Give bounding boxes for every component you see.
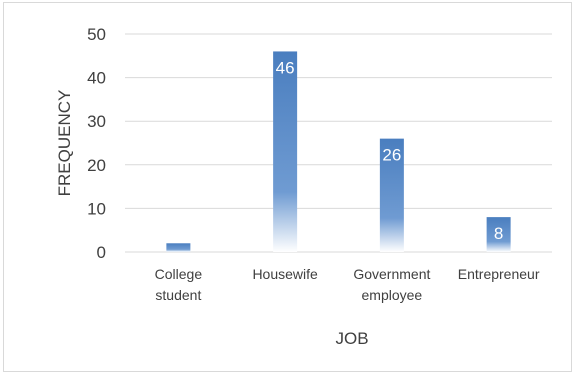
x-axis-categories: College student Housewife Government employe… xyxy=(155,266,540,303)
y-axis-title: FREQUENCY xyxy=(55,90,74,197)
bar xyxy=(273,51,298,252)
bar xyxy=(166,243,191,252)
x-tick-label: student xyxy=(155,287,201,303)
data-label: 26 xyxy=(382,146,401,165)
gridlines xyxy=(125,33,552,253)
x-tick-label: College xyxy=(155,266,203,282)
x-tick-label: Entrepreneur xyxy=(458,266,540,282)
y-tick-label: 20 xyxy=(87,156,106,175)
y-tick-label: 50 xyxy=(87,25,106,44)
data-label: 8 xyxy=(494,224,503,243)
y-tick-label: 10 xyxy=(87,199,106,218)
data-label: 46 xyxy=(276,58,295,77)
y-tick-label: 40 xyxy=(87,69,106,88)
x-tick-label: Housewife xyxy=(252,266,318,282)
x-tick-label: employee xyxy=(362,287,423,303)
bar xyxy=(486,217,511,252)
x-axis-title: JOB xyxy=(335,329,368,348)
x-tick-label: Government xyxy=(353,266,430,282)
y-tick-label: 30 xyxy=(87,112,106,131)
y-tick-label: 0 xyxy=(97,243,106,262)
bar xyxy=(379,138,404,252)
y-axis-ticks: 0 10 20 30 40 50 xyxy=(87,25,106,262)
bars: 46 26 8 xyxy=(166,51,511,252)
